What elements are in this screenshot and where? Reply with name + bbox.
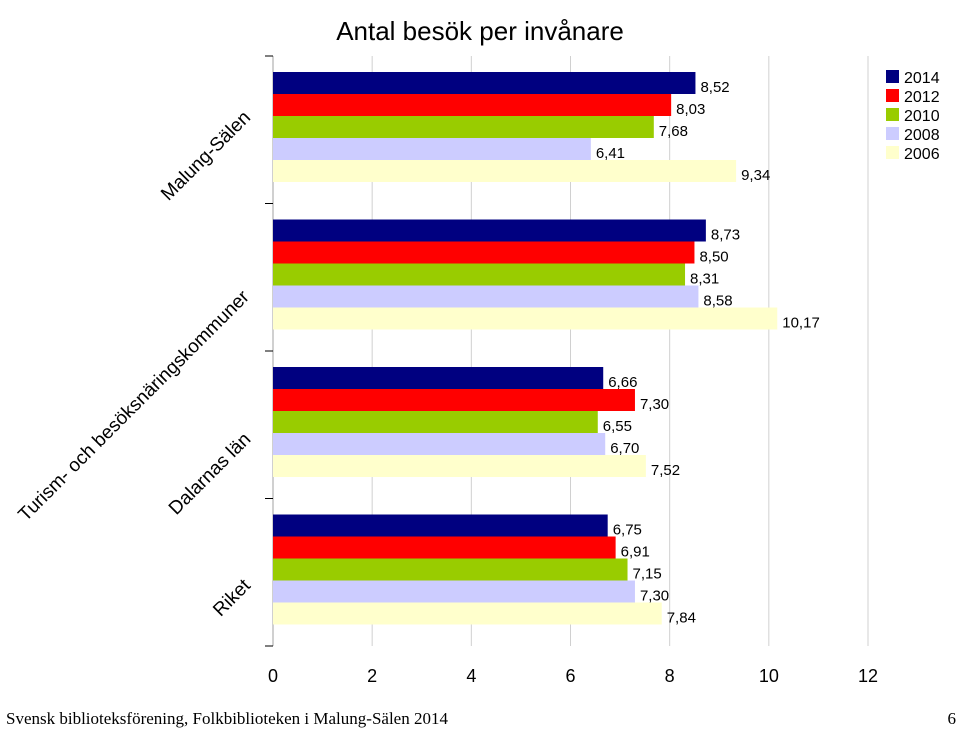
legend-swatch <box>886 70 899 83</box>
legend-label: 2010 <box>904 108 940 125</box>
data-label: 6,75 <box>613 522 642 539</box>
data-label: 6,41 <box>596 145 625 162</box>
data-label: 8,50 <box>699 249 728 266</box>
data-label: 8,52 <box>700 79 729 96</box>
data-label: 6,91 <box>621 544 650 561</box>
page-number: 6 <box>948 709 957 728</box>
bar-2012 <box>273 241 695 264</box>
x-tick-label: 10 <box>759 666 779 686</box>
bar-2014 <box>273 514 608 537</box>
data-label: 7,30 <box>640 396 669 413</box>
x-tick-label: 0 <box>268 666 278 686</box>
data-label: 8,31 <box>690 271 719 288</box>
bar-2008 <box>273 285 699 308</box>
bar-2008 <box>273 138 591 160</box>
data-label: 10,17 <box>782 315 820 332</box>
bar-2006 <box>273 160 737 182</box>
bar-2008 <box>273 433 606 455</box>
legend-swatch <box>886 146 899 159</box>
bars <box>273 72 778 625</box>
data-label: 9,34 <box>741 167 770 184</box>
legend-label: 2006 <box>904 146 940 163</box>
chart-title: Antal besök per invånare <box>336 16 624 46</box>
data-label: 7,52 <box>651 462 680 479</box>
legend-label: 2008 <box>904 127 940 144</box>
data-label: 7,15 <box>633 566 662 583</box>
data-label: 8,03 <box>676 101 705 118</box>
data-label: 6,55 <box>603 418 632 435</box>
x-tick-label: 12 <box>858 666 878 686</box>
legend-label: 2014 <box>904 70 940 87</box>
legend-label: 2012 <box>904 89 940 106</box>
x-tick-label: 4 <box>466 666 476 686</box>
bar-2008 <box>273 580 635 603</box>
legend: 2014 2012 2010 2008 2006 <box>886 70 940 163</box>
bar-2012 <box>273 389 635 411</box>
bar-2014 <box>273 367 604 389</box>
x-tick-label: 8 <box>665 666 675 686</box>
legend-swatch <box>886 89 899 102</box>
data-label: 6,66 <box>608 374 637 391</box>
bar-2012 <box>273 94 672 116</box>
bar-2010 <box>273 116 654 138</box>
footer-source: Svensk biblioteksförening, Folkbibliotek… <box>6 709 448 728</box>
legend-swatch <box>886 127 899 140</box>
data-label: 8,73 <box>711 227 740 244</box>
bar-2014 <box>273 219 706 242</box>
bar-2006 <box>273 455 646 477</box>
value-labels: 8,52 8,03 7,68 6,41 9,34 8,73 8,50 8,31 8,58 10,1… <box>596 79 820 627</box>
x-tick-label: 2 <box>367 666 377 686</box>
data-label: 7,30 <box>640 588 669 605</box>
data-label: 7,68 <box>659 123 688 140</box>
bar-2014 <box>273 72 696 94</box>
data-label: 6,70 <box>610 440 639 457</box>
x-tick-labels: 0 2 4 6 8 10 12 <box>268 666 878 686</box>
bar-2010 <box>273 558 628 581</box>
data-label: 7,84 <box>667 610 696 627</box>
legend-swatch <box>886 108 899 121</box>
x-tick-label: 6 <box>565 666 575 686</box>
bar-2012 <box>273 536 616 559</box>
bar-2006 <box>273 307 778 330</box>
bar-2010 <box>273 263 686 286</box>
data-label: 8,58 <box>703 293 732 310</box>
bar-2006 <box>273 602 662 625</box>
bar-2010 <box>273 411 598 433</box>
